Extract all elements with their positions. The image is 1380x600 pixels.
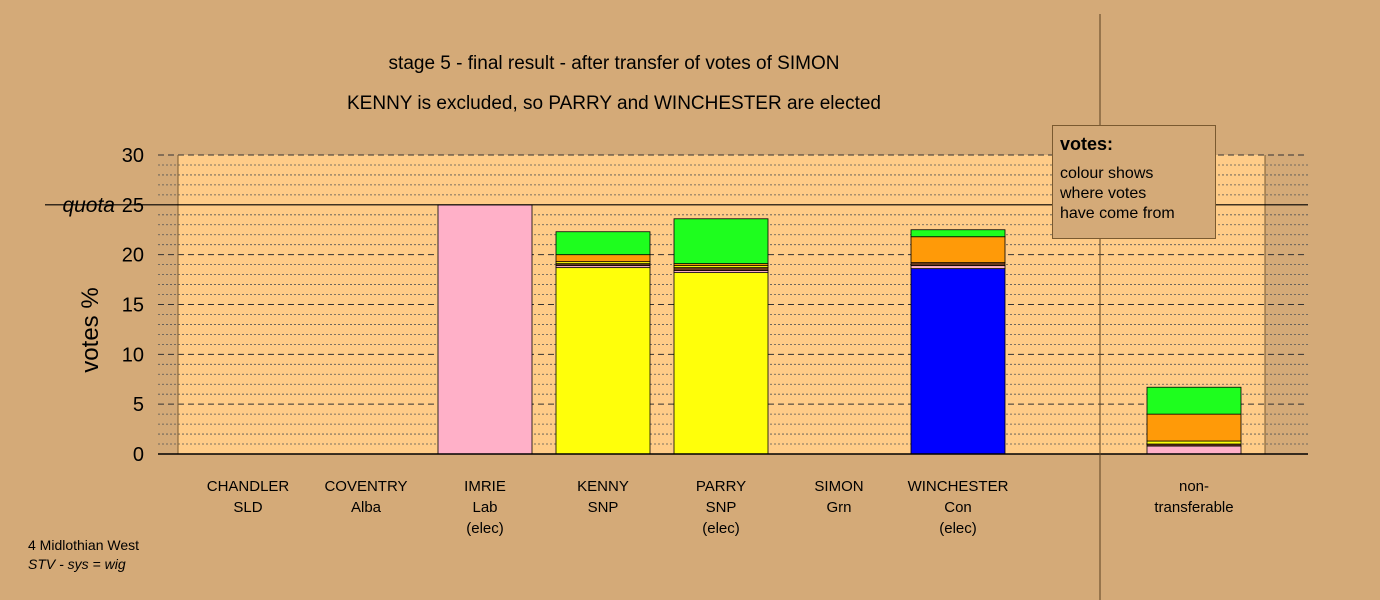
x-tick-label: Con	[944, 499, 972, 516]
x-tick-label: SLD	[233, 499, 263, 516]
y-tick-label: 30	[122, 145, 144, 167]
y-tick-label: 0	[133, 444, 144, 466]
y-tick-label: 25	[122, 195, 144, 217]
legend-line: colour shows	[1060, 165, 1154, 182]
y-tick-label: 15	[122, 295, 144, 317]
x-tick-label: (elec)	[466, 520, 504, 537]
bar-segment	[910, 265, 1006, 270]
x-tick-label: Grn	[826, 499, 852, 516]
bar-segment	[1146, 386, 1242, 415]
bar-segment	[437, 204, 533, 455]
candidate-label-chandler: CHANDLER SLD	[207, 476, 290, 518]
bar-segment	[910, 229, 1006, 238]
legend: votes: colour shows where votes have com…	[1052, 125, 1216, 239]
chart-title: stage 5 - final result - after transfer …	[388, 53, 840, 74]
x-tick-label: (elec)	[939, 520, 977, 537]
x-tick-label: Alba	[350, 499, 382, 516]
bar-segment	[555, 254, 651, 263]
candidate-label-simon: SIMON Grn	[814, 476, 863, 518]
y-tick-label: 20	[122, 245, 144, 267]
x-tick-label: SIMON	[814, 478, 864, 495]
x-tick-label: IMRIE	[464, 478, 506, 495]
x-tick-label: (elec)	[702, 520, 740, 537]
candidate-label-coventry: COVENTRY Alba	[324, 476, 407, 518]
y-tick-label: 10	[122, 344, 144, 366]
x-tick-label: SNP	[705, 499, 737, 516]
bar-nontransferable	[1146, 386, 1242, 455]
x-tick-label: PARRY	[695, 478, 747, 495]
bar-segment	[673, 218, 769, 265]
x-tick-label: transferable	[1154, 499, 1234, 516]
candidate-label-kenny: KENNY SNP	[577, 476, 629, 518]
quota-label: quota	[62, 194, 115, 217]
x-tick-label: WINCHESTER	[907, 478, 1009, 495]
bar-winchester	[910, 229, 1006, 455]
nontransferable-label: non-transferable	[1154, 476, 1233, 518]
bar-segment	[555, 231, 651, 256]
candidate-label-parry: PARRY SNP (elec)	[696, 476, 746, 539]
bar-kenny	[555, 231, 651, 455]
bar-segment	[673, 272, 769, 455]
x-tick-label: KENNY	[577, 478, 629, 495]
x-tick-label: Lab	[472, 499, 498, 516]
bar-segment	[910, 262, 1006, 267]
chart-subtitle: KENNY is excluded, so PARRY and WINCHEST…	[347, 93, 881, 114]
x-tick-label: non-	[1178, 478, 1210, 495]
legend-line: have come from	[1060, 205, 1175, 222]
y-axis-label: votes %	[77, 287, 104, 372]
bar-segment	[910, 268, 1006, 455]
legend-title: votes:	[1060, 134, 1114, 154]
bar-imrie	[437, 204, 533, 455]
bar-segment	[1146, 445, 1242, 455]
legend-line: where votes	[1060, 185, 1147, 202]
x-tick-label: CHANDLER	[206, 478, 290, 495]
bar-segment	[555, 267, 651, 455]
constituency-label: 4 Midlothian West	[28, 537, 140, 553]
y-tick-label: 5	[133, 394, 144, 416]
bar-segment	[1146, 440, 1242, 445]
y-tick-labels: 0 5 10 15 20 25 30	[122, 145, 144, 466]
bar-segment	[1146, 413, 1242, 442]
candidate-label-winchester: WINCHESTER Con (elec)	[908, 476, 1009, 539]
bar-segment	[910, 236, 1006, 264]
bar-parry	[673, 218, 769, 455]
candidate-label-imrie: IMRIE Lab (elec)	[464, 476, 506, 539]
bar-segment	[673, 267, 769, 272]
x-tick-label: SNP	[587, 499, 619, 516]
system-label: STV - sys = wig	[28, 556, 126, 572]
bars	[437, 204, 1242, 455]
x-tick-label: COVENTRY	[324, 478, 408, 495]
